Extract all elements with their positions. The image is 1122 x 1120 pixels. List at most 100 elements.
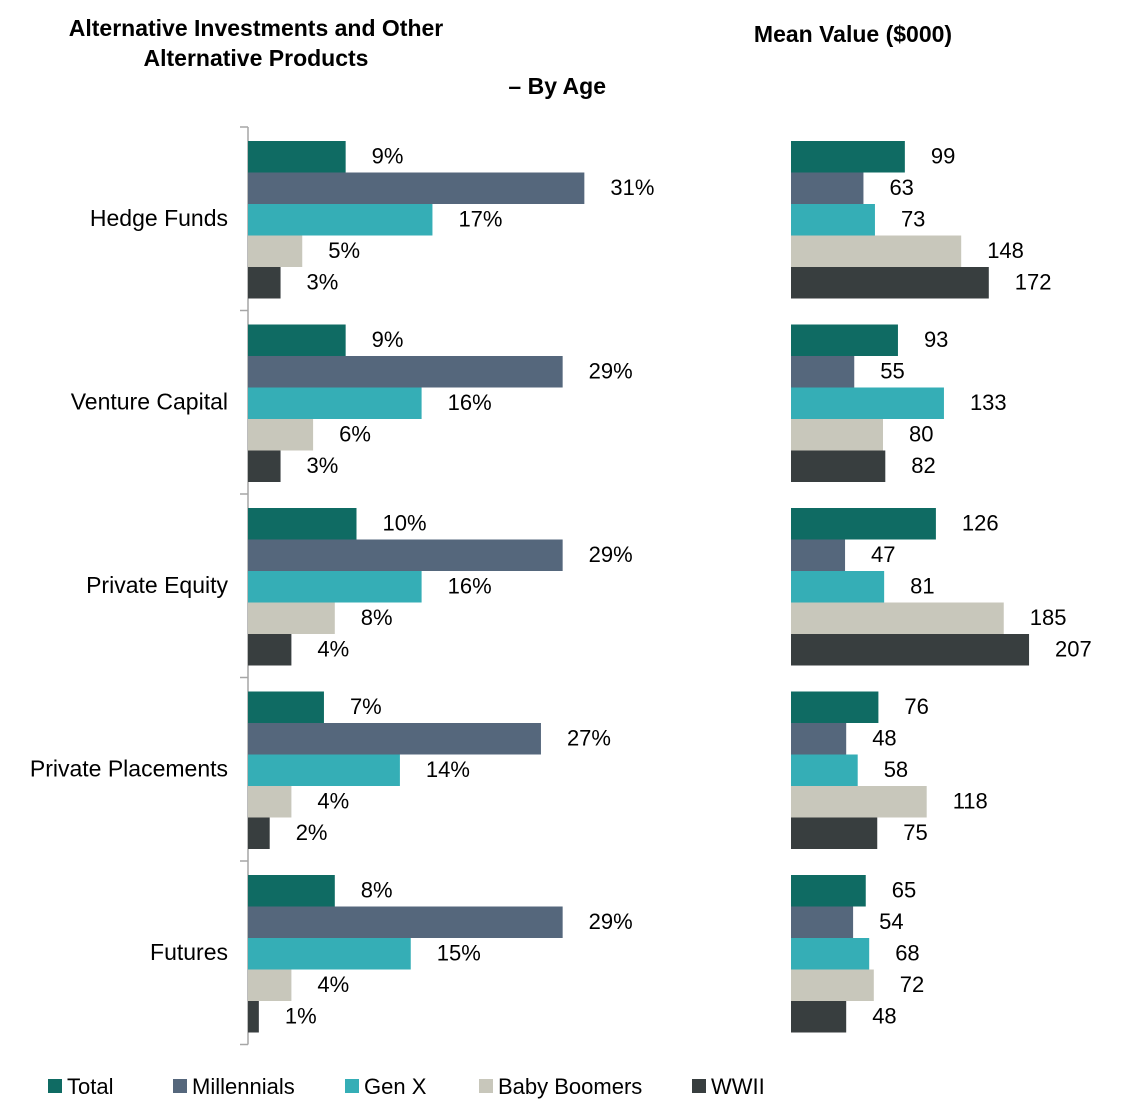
right-chart-title: Mean Value ($000) [754,21,952,47]
data-label-gen-x-venture-capital: 133 [970,390,1007,415]
legend-label-total: Total [67,1074,113,1099]
bar-wwii-hedge-funds [791,267,989,299]
data-label-baby-boomers-private-equity: 8% [361,605,393,630]
right-bar-chart: 99 63 73 148 172 93 55 133 80 82 126 47 81 185 207 76 48… [791,141,1092,1033]
legend-label-gen-x: Gen X [364,1074,427,1099]
bar-gen-x-private-placements [248,754,400,786]
data-label-wwii-hedge-funds: 3% [307,270,339,295]
category-label-private-placements: Private Placements [30,755,228,781]
bar-millennials-hedge-funds [791,172,864,204]
bar-total-private-placements [791,691,879,723]
bar-baby-boomers-venture-capital [248,419,314,451]
data-label-millennials-private-placements: 48 [872,726,896,751]
data-label-millennials-venture-capital: 29% [589,359,633,384]
bar-gen-x-futures [791,938,870,970]
data-label-total-hedge-funds: 9% [372,144,404,169]
bar-millennials-private-equity [248,539,563,571]
data-label-baby-boomers-private-placements: 4% [317,789,349,814]
bar-wwii-futures [791,1001,847,1033]
bar-total-private-equity [791,508,936,540]
data-label-total-private-placements: 76 [904,694,928,719]
category-label-venture-capital: Venture Capital [71,388,228,414]
bar-baby-boomers-private-placements [248,786,292,818]
data-label-wwii-futures: 1% [285,1004,317,1029]
bar-millennials-private-placements [791,723,847,755]
data-label-total-futures: 8% [361,878,393,903]
bar-total-hedge-funds [791,141,905,173]
bar-millennials-venture-capital [248,356,563,388]
bar-millennials-private-equity [791,539,846,571]
left-chart-title-line2: Alternative Products [144,45,369,71]
data-label-total-futures: 65 [892,878,916,903]
bar-wwii-hedge-funds [248,267,281,299]
data-label-gen-x-private-placements: 14% [426,757,470,782]
legend-swatch-millennials [173,1079,187,1093]
bar-total-private-placements [248,691,324,723]
bar-wwii-venture-capital [791,450,886,482]
legend-label-baby-boomers: Baby Boomers [498,1074,642,1099]
legend-label-millennials: Millennials [192,1074,295,1099]
data-label-millennials-futures: 29% [589,909,633,934]
left-bar-chart: Hedge Funds 9% 31% 17% 5% 3% Venture Capital 9%… [30,126,654,1046]
bar-wwii-private-placements [791,817,878,849]
bar-total-futures [791,875,866,907]
data-label-total-venture-capital: 93 [924,327,948,352]
bar-millennials-private-placements [248,723,541,755]
data-label-total-venture-capital: 9% [372,327,404,352]
bar-baby-boomers-private-equity [791,602,1004,634]
data-label-gen-x-hedge-funds: 73 [901,207,925,232]
data-label-wwii-private-equity: 207 [1055,637,1092,662]
bar-gen-x-venture-capital [791,387,944,419]
left-chart-title-line1: Alternative Investments and Other [69,15,444,41]
category-label-hedge-funds: Hedge Funds [90,205,228,231]
data-label-baby-boomers-private-placements: 118 [953,789,988,814]
category-label-futures: Futures [150,939,228,965]
bar-gen-x-private-equity [791,571,885,603]
data-label-gen-x-private-equity: 81 [910,574,934,599]
bar-baby-boomers-private-equity [248,602,335,634]
data-label-wwii-futures: 48 [872,1004,896,1029]
legend-swatch-total [48,1079,62,1093]
legend-label-wwii: WWII [711,1074,765,1099]
bar-gen-x-hedge-funds [248,204,433,236]
bar-wwii-private-equity [791,634,1030,666]
data-label-millennials-private-placements: 27% [567,726,611,751]
data-label-gen-x-private-equity: 16% [448,574,492,599]
bar-total-venture-capital [248,324,346,356]
bar-total-venture-capital [791,324,898,356]
data-label-millennials-hedge-funds: 31% [610,175,654,200]
bar-baby-boomers-futures [791,969,874,1001]
data-label-baby-boomers-hedge-funds: 148 [987,238,1024,263]
legend-swatch-gen-x [345,1079,359,1093]
bar-baby-boomers-hedge-funds [248,235,303,267]
data-label-total-private-equity: 10% [383,511,427,536]
bar-total-futures [248,875,335,907]
bar-baby-boomers-venture-capital [791,419,883,451]
bar-baby-boomers-private-placements [791,786,927,818]
data-label-baby-boomers-private-equity: 185 [1030,605,1067,630]
data-label-gen-x-private-placements: 58 [884,757,908,782]
bar-wwii-futures [248,1001,259,1033]
data-label-baby-boomers-futures: 72 [900,972,924,997]
bar-gen-x-futures [248,938,411,970]
bar-gen-x-hedge-funds [791,204,875,236]
bar-millennials-venture-capital [791,356,855,388]
data-label-millennials-venture-capital: 55 [880,359,904,384]
data-label-baby-boomers-futures: 4% [317,972,349,997]
data-label-wwii-private-placements: 2% [296,820,328,845]
data-label-millennials-private-equity: 29% [589,542,633,567]
data-label-baby-boomers-venture-capital: 80 [909,422,933,447]
data-label-wwii-hedge-funds: 172 [1015,270,1052,295]
data-label-gen-x-futures: 68 [895,941,919,966]
data-label-millennials-hedge-funds: 63 [889,175,913,200]
bar-gen-x-private-placements [791,754,858,786]
bar-wwii-private-placements [248,817,270,849]
data-label-millennials-private-equity: 47 [871,542,895,567]
data-label-gen-x-futures: 15% [437,941,481,966]
data-label-wwii-venture-capital: 82 [911,453,935,478]
left-chart-subtitle: – By Age [508,73,606,99]
data-label-total-private-equity: 126 [962,511,999,536]
legend-swatch-wwii [692,1079,706,1093]
bar-gen-x-private-equity [248,571,422,603]
